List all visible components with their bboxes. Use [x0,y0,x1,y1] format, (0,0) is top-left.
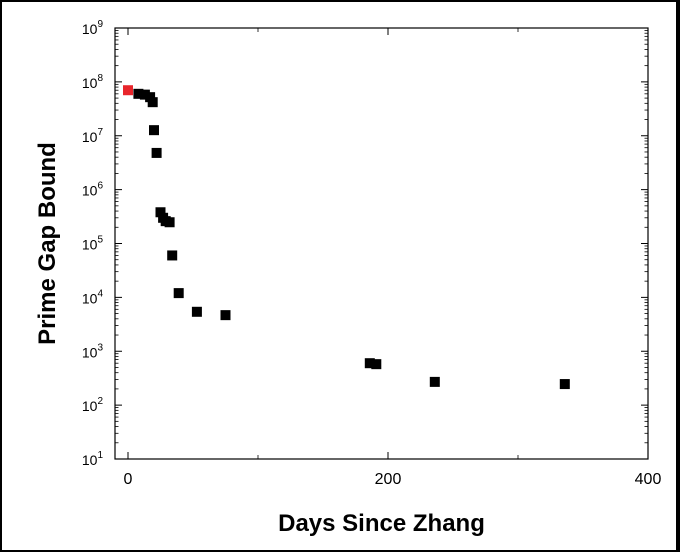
y-tick-base: 10 [82,237,98,253]
y-tick-exponent: 3 [97,342,103,353]
data-point [371,359,382,370]
y-axis-title: Prime Gap Bound [34,142,61,345]
data-point [167,250,178,261]
y-tick-base: 10 [82,398,98,414]
y-tick-exponent: 1 [97,450,103,461]
y-tick-label: 108 [82,73,104,91]
data-point [220,310,231,321]
y-tick-label: 105 [82,235,104,253]
y-tick-exponent: 9 [97,19,103,30]
y-tick-base: 10 [82,183,98,199]
plot-border [114,27,649,460]
y-tick-base: 10 [82,75,98,91]
data-point [149,125,159,136]
y-tick-base: 10 [82,290,98,306]
y-tick-exponent: 2 [97,396,103,407]
data-point [191,306,202,317]
zhang-point [123,85,133,96]
x-axis: 0 200 400 [124,28,662,488]
data-point [164,217,175,228]
data-point [429,376,440,387]
y-tick-base: 10 [82,21,98,37]
data-point [559,379,570,390]
y-tick-label: 106 [82,181,104,199]
y-tick-exponent: 5 [97,235,103,246]
y-tick-label: 103 [82,342,104,360]
x-tick-label: 400 [635,471,662,488]
data-point [155,207,166,218]
y-tick-label: 101 [82,450,104,468]
x-axis-title: Days Since Zhang [278,510,485,537]
x-tick-label: 0 [124,471,133,488]
y-tick-label: 104 [82,288,104,306]
data-point [147,97,158,108]
data-point [151,147,162,158]
y-tick-base: 10 [82,452,98,468]
y-tick-label: 102 [82,396,104,414]
y-tick-label: 109 [82,19,104,37]
y-tick-exponent: 4 [97,288,103,299]
data-point [139,89,150,100]
plot-area [114,27,649,460]
y-tick-exponent: 6 [97,181,103,192]
data-point [364,358,375,369]
y-tick-base: 10 [82,344,98,360]
data-points [123,85,570,390]
data-point [173,288,184,299]
y-tick-exponent: 8 [97,73,103,84]
y-tick-base: 10 [82,129,98,145]
x-tick-label: 200 [375,471,402,488]
data-point [133,88,144,99]
y-tick-exponent: 7 [97,127,103,138]
y-tick-label: 107 [82,127,104,145]
